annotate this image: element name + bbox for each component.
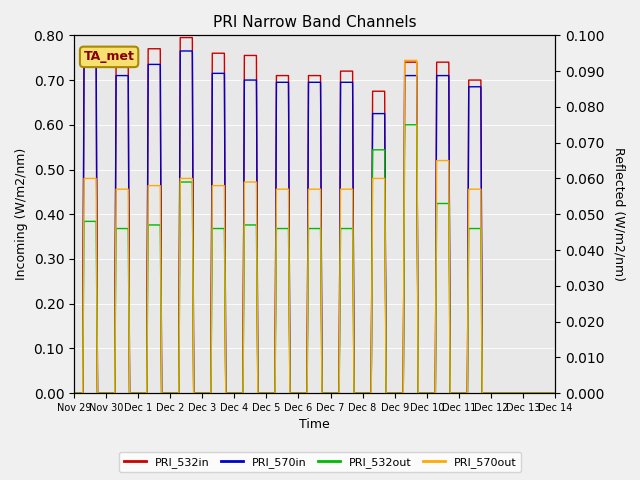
PRI_570out xyxy=(168,390,175,396)
PRI_570in xyxy=(449,390,456,396)
PRI_532in xyxy=(449,390,456,396)
PRI_532out xyxy=(250,222,258,228)
PRI_570in xyxy=(381,111,388,117)
PRI_532out xyxy=(173,390,180,396)
PRI_532out xyxy=(401,122,408,128)
PRI_532in xyxy=(70,390,78,396)
PRI_570out xyxy=(449,390,456,396)
PRI_570out xyxy=(551,390,559,396)
Line: PRI_570in: PRI_570in xyxy=(74,51,555,393)
Text: TA_met: TA_met xyxy=(84,50,134,63)
X-axis label: Time: Time xyxy=(299,419,330,432)
PRI_570in xyxy=(173,390,180,396)
PRI_532out xyxy=(449,390,456,396)
PRI_570out xyxy=(401,58,408,63)
PRI_570in xyxy=(250,77,258,83)
PRI_532in xyxy=(177,35,184,40)
PRI_532out xyxy=(168,390,175,396)
PRI_570in xyxy=(549,390,557,396)
Title: PRI Narrow Band Channels: PRI Narrow Band Channels xyxy=(212,15,416,30)
Y-axis label: Reflected (W/m2/nm): Reflected (W/m2/nm) xyxy=(612,147,625,281)
PRI_532out xyxy=(70,390,78,396)
PRI_532out xyxy=(380,147,388,153)
Legend: PRI_532in, PRI_570in, PRI_532out, PRI_570out: PRI_532in, PRI_570in, PRI_532out, PRI_57… xyxy=(119,452,521,472)
Y-axis label: Incoming (W/m2/nm): Incoming (W/m2/nm) xyxy=(15,148,28,280)
PRI_532in xyxy=(173,390,180,396)
Line: PRI_570out: PRI_570out xyxy=(74,60,555,393)
PRI_570out xyxy=(549,390,557,396)
PRI_570in xyxy=(168,390,175,396)
PRI_532in xyxy=(250,53,258,59)
PRI_532in xyxy=(381,88,388,94)
PRI_570in xyxy=(177,48,184,54)
PRI_532in xyxy=(549,390,557,396)
Line: PRI_532in: PRI_532in xyxy=(74,37,555,393)
PRI_570in xyxy=(551,390,559,396)
PRI_532out xyxy=(549,390,557,396)
PRI_532in xyxy=(168,390,175,396)
PRI_570out xyxy=(250,179,258,185)
PRI_532in xyxy=(551,390,559,396)
PRI_532out xyxy=(551,390,559,396)
PRI_570in xyxy=(70,390,78,396)
PRI_570out xyxy=(70,390,78,396)
PRI_570out xyxy=(173,390,180,396)
PRI_570out xyxy=(380,176,388,181)
Line: PRI_532out: PRI_532out xyxy=(74,125,555,393)
